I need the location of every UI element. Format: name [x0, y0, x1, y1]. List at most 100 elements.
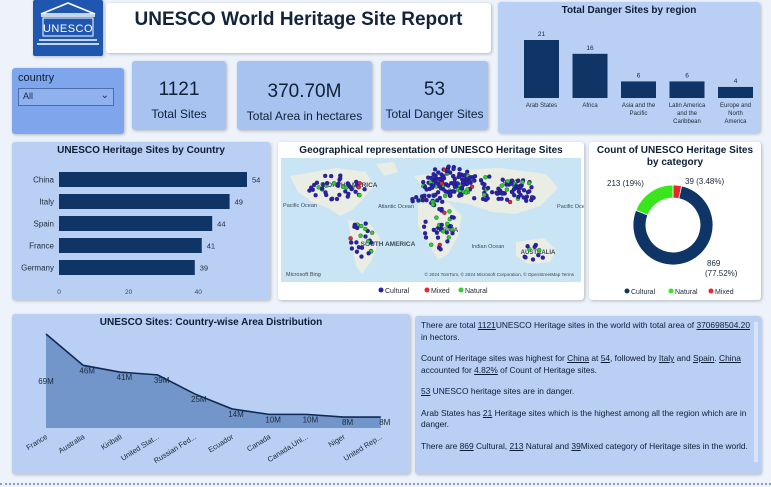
- geo-map-panel: Geographical representation of UNESCO He…: [278, 142, 584, 300]
- tick-label: 40: [195, 289, 203, 296]
- chart-title: Total Danger Sites by region: [561, 5, 697, 16]
- legend-label: Cultural: [631, 289, 656, 296]
- map-label: Pacific Ocean: [283, 203, 317, 209]
- map-site-dot: [442, 210, 447, 215]
- map-site-dot: [433, 192, 438, 197]
- map-site-dot: [485, 196, 490, 201]
- map-site-dot: [536, 252, 541, 258]
- map-site-dot: [435, 181, 441, 186]
- sites-by-country-chart: UNESCO Heritage Sites by Country China 54…: [12, 142, 270, 300]
- map-label: SOUTH AMERICA: [361, 241, 416, 248]
- category-label: America: [724, 119, 747, 125]
- map-site-dot: [354, 249, 360, 254]
- category-label: United Rep...: [342, 432, 384, 463]
- map-label: Pacific Ocean: [557, 204, 584, 210]
- category-label: China: [33, 176, 54, 185]
- bar: [59, 216, 213, 231]
- bar: [59, 172, 247, 187]
- map-site-dot: [446, 164, 451, 169]
- map-site-dot: [516, 178, 521, 183]
- continent-north-america: [290, 168, 374, 216]
- map-site-dot: [438, 247, 443, 252]
- map-site-dot: [334, 196, 340, 202]
- map-site-dot: [525, 244, 530, 249]
- chart-title: Geographical representation of UNESCO He…: [299, 145, 563, 156]
- map-site-dot: [320, 186, 325, 191]
- legend-marker: [624, 288, 630, 294]
- category-label: France: [24, 432, 49, 452]
- map-site-dot: [336, 181, 341, 186]
- map-site-dot: [451, 189, 456, 194]
- legend-label: Cultural: [385, 288, 410, 295]
- map-site-dot: [485, 185, 491, 191]
- temple-icon: UNESCO: [37, 2, 99, 45]
- map-site-dot: [337, 192, 342, 198]
- map-brand: Microsoft Bing: [286, 272, 321, 278]
- category-label: Caribbean: [673, 119, 701, 125]
- map-site-dot: [313, 193, 318, 198]
- data-label: 25M: [191, 395, 207, 404]
- chart-title: UNESCO Sites: Country-wise Area Distribu…: [99, 317, 323, 328]
- map-site-dot: [352, 224, 357, 229]
- map-site-dot: [451, 166, 456, 172]
- category-label: Italy: [39, 198, 54, 207]
- bar: [59, 260, 195, 275]
- donut-slice-natural: [635, 184, 674, 216]
- map-site-dot: [482, 192, 487, 198]
- insights-panel: There are total 1121UNESCO Heritage site…: [415, 316, 761, 474]
- map-site-dot: [478, 178, 484, 183]
- area-distribution-chart: UNESCO Sites: Country-wise Area Distribu…: [12, 314, 410, 474]
- area-distribution-plot: 69M France 46M Australia 41M Kiribati 39M Unite…: [24, 333, 391, 465]
- map-site-dot: [532, 244, 537, 250]
- category-label: Latin America: [669, 103, 706, 109]
- insights-scrollbar[interactable]: [754, 322, 758, 462]
- legend-marker: [708, 288, 714, 294]
- data-label: 8M: [342, 418, 353, 427]
- map-site-dot: [449, 214, 455, 220]
- data-label: 6: [637, 72, 641, 79]
- map-site-dot: [330, 196, 335, 201]
- map-site-dot: [431, 227, 436, 233]
- map-site-dot: [439, 222, 444, 228]
- data-label: 54: [252, 176, 260, 185]
- insight-4: Arab States has 21 Heritage sites which …: [421, 407, 747, 430]
- chevron-down-icon: ⌄: [100, 90, 109, 101]
- bar: [59, 238, 202, 253]
- map-site-dot: [424, 187, 429, 192]
- map-site-dot: [430, 202, 436, 207]
- data-label: 16: [586, 45, 594, 52]
- map-label: Atlantic Ocean: [378, 204, 414, 210]
- map-site-dot: [436, 170, 441, 175]
- map-site-dot: [357, 193, 362, 198]
- map-site-dot: [465, 181, 470, 186]
- map-site-dot: [429, 242, 434, 247]
- data-label: 39: [200, 264, 208, 273]
- map-site-dot: [410, 199, 415, 204]
- map-site-dot: [457, 173, 462, 179]
- category-label: Niger: [327, 432, 347, 449]
- insight-1: There are total 1121UNESCO Heritage site…: [421, 320, 750, 342]
- legend-label: Natural: [675, 289, 698, 296]
- bar: [524, 40, 559, 98]
- map-site-dot: [496, 186, 501, 191]
- map-site-dot: [432, 167, 438, 172]
- map-site-dot: [423, 235, 429, 240]
- data-label: 14M: [228, 410, 244, 419]
- country-select[interactable]: All ⌄: [18, 88, 114, 106]
- insight-5: There are 869 Cultural, 213 Natural and …: [421, 440, 748, 451]
- map-site-dot: [463, 190, 469, 195]
- legend-label: Mixed: [431, 288, 450, 295]
- map-site-dot: [529, 185, 534, 190]
- category-label: Pacific: [630, 111, 648, 117]
- category-donut-panel: Count of UNESCO Heritage Sites by catego…: [589, 142, 761, 300]
- map-site-dot: [440, 199, 445, 204]
- map-site-dot: [441, 187, 446, 192]
- map-site-dot: [510, 190, 515, 195]
- category-label: Canada,Uni...: [266, 432, 310, 464]
- tick-label: 0: [57, 289, 61, 296]
- map-site-dot: [343, 189, 348, 194]
- map-site-dot: [445, 168, 450, 173]
- map-site-dot: [441, 173, 446, 179]
- map-site-dot: [365, 239, 371, 244]
